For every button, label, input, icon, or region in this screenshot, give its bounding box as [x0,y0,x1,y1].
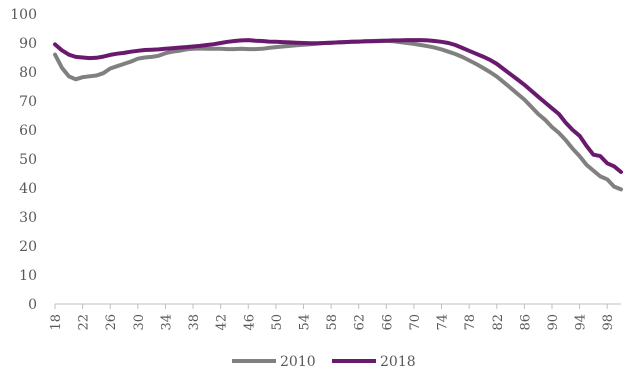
series-line-2018 [53,38,623,174]
series-line-2010 [53,38,623,192]
legend-label: 2010 [280,354,316,370]
x-tick-label: 98 [601,314,616,331]
y-tick-label: 90 [19,36,37,52]
x-tick-label: 22 [77,314,92,331]
y-tick-label: 50 [19,152,37,168]
x-tick-label: 54 [297,314,312,331]
x-tick-label: 30 [132,314,147,331]
y-tick-label: 20 [19,239,37,255]
y-tick-label: 70 [19,94,37,110]
y-tick-label: 0 [28,297,37,313]
x-tick-label: 42 [215,314,230,331]
x-tick-label: 58 [325,314,340,331]
y-axis-ticks: 0 10 20 30 40 50 60 70 80 90 100 [10,7,37,313]
x-tick-label: 82 [491,314,506,331]
x-tick-label: 86 [518,314,533,331]
y-tick-label: 60 [19,123,37,139]
x-axis-ticks: 18 22 26 30 34 38 42 46 50 54 58 62 66 70 74 78 82 86 90 94… [49,304,616,331]
x-tick-label: 78 [463,314,478,331]
legend-label: 2018 [380,354,416,370]
x-tick-label: 62 [353,314,368,331]
x-tick-label: 74 [436,314,451,331]
x-tick-label: 90 [546,314,561,331]
x-tick-label: 26 [104,314,119,331]
x-tick-label: 34 [159,314,174,331]
y-tick-label: 10 [19,268,37,284]
x-tick-label: 18 [49,314,64,331]
legend: 2010 2018 [232,354,416,370]
x-tick-label: 50 [270,314,285,331]
series-lines [53,38,623,192]
y-tick-label: 30 [19,210,37,226]
y-tick-label: 40 [19,181,37,197]
y-tick-label: 100 [10,7,37,23]
x-tick-label: 70 [408,314,423,331]
x-tick-label: 94 [574,314,589,331]
x-tick-label: 46 [242,314,257,331]
x-tick-label: 38 [187,314,202,331]
x-tick-label: 66 [380,314,395,331]
y-tick-label: 80 [19,65,37,81]
